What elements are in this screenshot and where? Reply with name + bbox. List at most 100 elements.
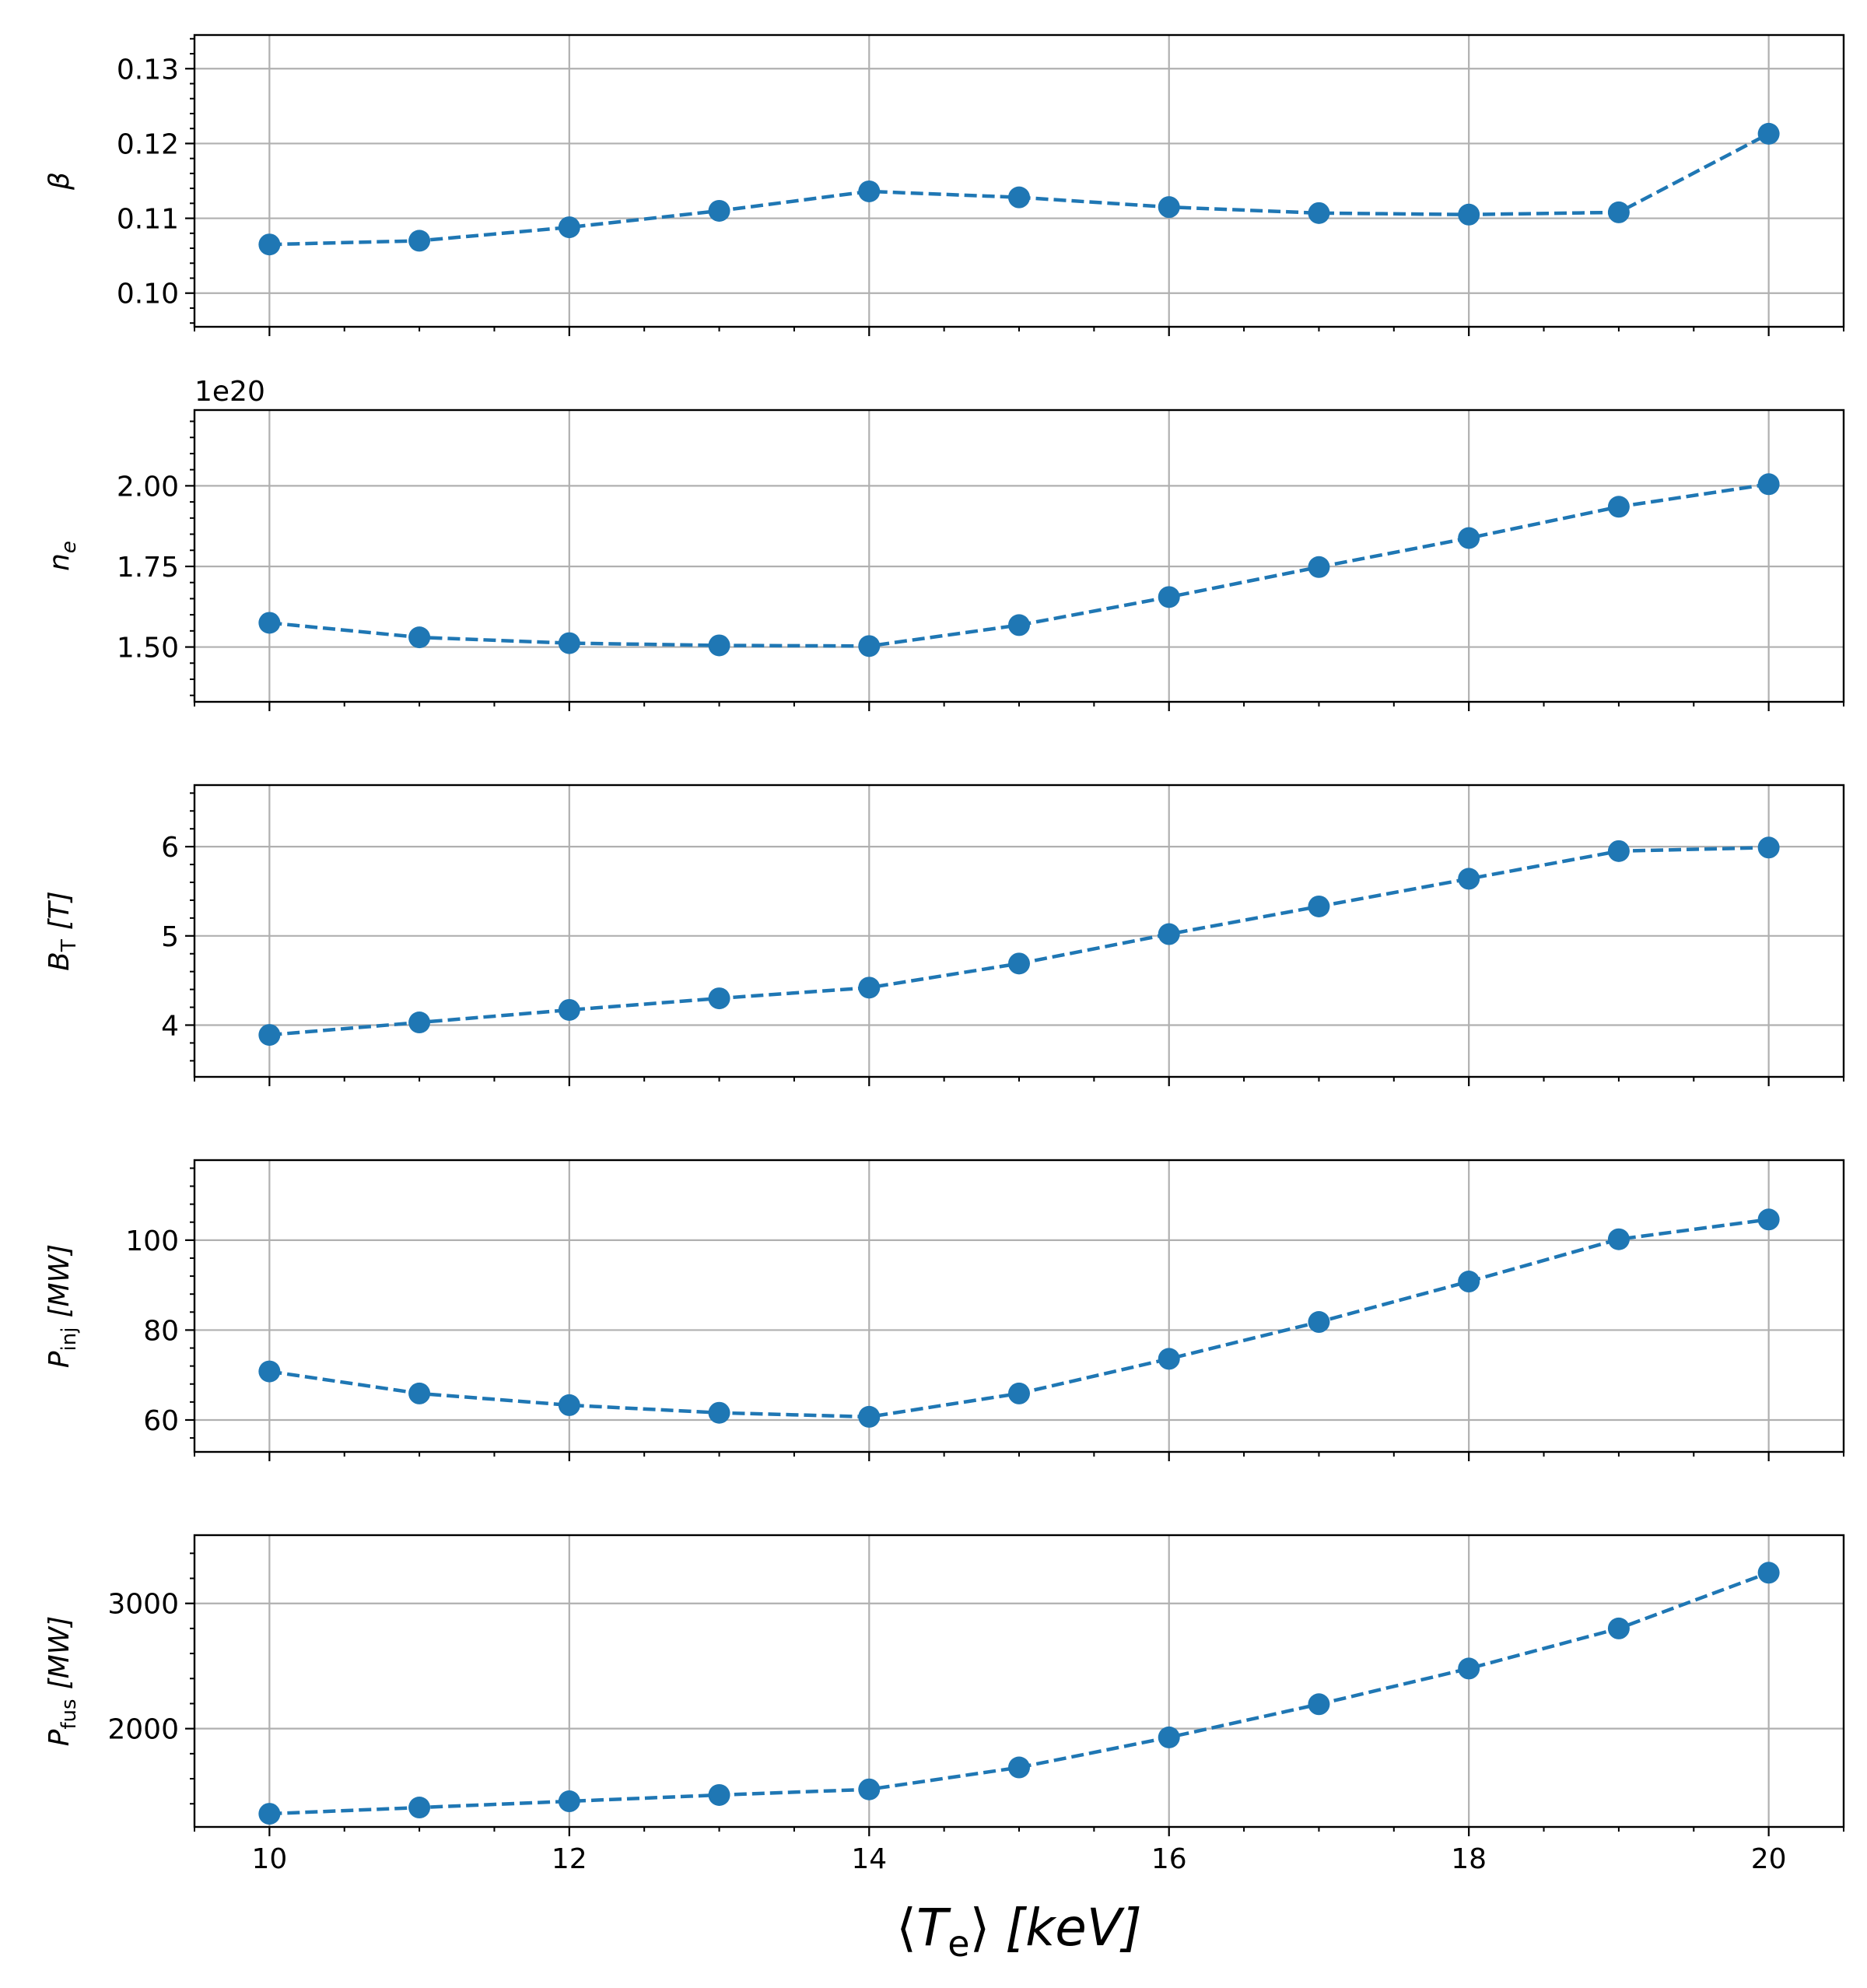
- y-tick-label: 60: [143, 1405, 179, 1437]
- y-axis-label: β: [44, 172, 75, 191]
- axes-frame: [193, 408, 1845, 703]
- y-axis-label-subscript: T: [58, 939, 81, 952]
- y-tick-label: 1.50: [117, 633, 179, 664]
- y-tick-label: 4: [161, 1010, 179, 1042]
- data-point: [408, 1797, 431, 1819]
- y-axis-label: Pinj [MW]: [44, 1244, 81, 1368]
- data-point: [258, 233, 281, 256]
- x-axis-label-subscript: e: [948, 1923, 969, 1965]
- x-axis-label-open-bracket: ⟨: [896, 1898, 916, 1958]
- x-tick-label: 14: [851, 1843, 887, 1875]
- y-axis-label-unit: [MW]: [44, 1616, 75, 1690]
- data-point: [1158, 923, 1180, 945]
- y-axis-label-symbol: n: [44, 553, 75, 571]
- y-axis-label-subscript: e: [58, 541, 81, 553]
- data-point: [408, 1382, 431, 1404]
- y-tick-label: 6: [161, 832, 179, 864]
- data-point: [258, 1803, 281, 1825]
- y-axis-label: ne: [44, 541, 81, 571]
- y-axis-label-subscript: fus: [58, 1699, 81, 1729]
- data-point: [558, 1790, 580, 1813]
- data-point: [1607, 1617, 1630, 1639]
- y-axis-label-symbol: β: [44, 172, 75, 191]
- data-point: [1458, 203, 1480, 226]
- data-point: [558, 632, 580, 654]
- data-point: [258, 1024, 281, 1047]
- data-point: [258, 1360, 281, 1383]
- data-point: [408, 626, 431, 649]
- y-axis-label: BT [T]: [44, 891, 81, 971]
- y-tick-label: 100: [125, 1225, 179, 1257]
- data-point: [1008, 1756, 1030, 1779]
- data-point: [1008, 952, 1030, 975]
- subplot-3: 4 5 6 BT [T]: [44, 784, 1845, 1086]
- y-offset-label: 1e20: [194, 376, 265, 408]
- data-point: [1757, 473, 1780, 496]
- data-point: [858, 1405, 881, 1428]
- data-point: [1308, 1693, 1330, 1716]
- series-line: [269, 846, 1769, 1037]
- data-point: [858, 635, 881, 657]
- data-point: [858, 976, 881, 999]
- data-point: [1008, 1382, 1030, 1404]
- axes-frame: [193, 784, 1845, 1078]
- y-tick-label: 2.00: [117, 471, 179, 503]
- subplot-5: 2000 3000 Pfus [MW]: [44, 1534, 1845, 1836]
- y-axis-label: Pfus [MW]: [44, 1616, 81, 1747]
- data-point: [1008, 614, 1030, 636]
- data-point: [258, 612, 281, 634]
- data-point: [1757, 1562, 1780, 1584]
- data-point: [558, 216, 580, 239]
- data-point: [1607, 1228, 1630, 1250]
- data-point: [1158, 196, 1180, 219]
- subplot-4: 60 80 100 Pinj [MW]: [44, 1159, 1845, 1461]
- data-point: [1158, 1726, 1180, 1748]
- data-point: [558, 998, 580, 1021]
- y-axis-label-subscript: inj: [58, 1327, 81, 1352]
- data-point: [858, 180, 881, 202]
- data-point: [1308, 556, 1330, 578]
- data-point: [708, 634, 730, 657]
- data-point: [708, 1783, 730, 1806]
- data-point: [408, 230, 431, 252]
- axes-frame: [193, 1159, 1845, 1453]
- y-tick-label: 0.13: [117, 54, 179, 86]
- data-point: [1458, 527, 1480, 549]
- data-point: [1458, 868, 1480, 890]
- data-point: [1757, 836, 1780, 859]
- data-point: [1308, 1311, 1330, 1334]
- y-tick-label: 80: [143, 1315, 179, 1347]
- data-point: [1607, 201, 1630, 223]
- data-point: [858, 1778, 881, 1800]
- x-tick-label: 16: [1151, 1843, 1187, 1875]
- axes-frame: [193, 1534, 1845, 1828]
- y-tick-label: 0.11: [117, 204, 179, 236]
- y-tick-label: 2000: [107, 1714, 179, 1746]
- data-point: [1308, 895, 1330, 917]
- x-axis-label-close-bracket: ⟩: [970, 1898, 990, 1958]
- y-tick-label: 3000: [107, 1589, 179, 1621]
- subplot-2: 1.50 1.75 2.00 1e20 ne: [44, 376, 1845, 711]
- data-point: [1158, 586, 1180, 608]
- data-point: [708, 199, 730, 222]
- data-point: [408, 1012, 431, 1034]
- y-axis-label-symbol: P: [44, 1729, 75, 1746]
- data-point: [558, 1394, 580, 1416]
- subplot-1: 0.10 0.11 0.12 0.13 β: [44, 33, 1845, 336]
- y-axis-label-symbol: P: [44, 1351, 75, 1368]
- y-tick-label: 5: [161, 921, 179, 953]
- x-tick-label: 10: [251, 1843, 287, 1875]
- x-axis-label: ⟨Te⟩ [keV]: [896, 1898, 1142, 1965]
- x-axis-label-unit: [keV]: [1005, 1898, 1141, 1958]
- data-point: [1158, 1348, 1180, 1370]
- y-tick-label: 0.10: [117, 279, 179, 310]
- data-point: [1308, 202, 1330, 224]
- data-point: [1607, 496, 1630, 518]
- data-point: [708, 1401, 730, 1424]
- data-point: [1607, 840, 1630, 862]
- y-tick-label: 0.12: [117, 128, 179, 160]
- data-point: [1008, 186, 1030, 209]
- y-axis-label-unit: [MW]: [44, 1244, 75, 1318]
- data-point: [1757, 122, 1780, 145]
